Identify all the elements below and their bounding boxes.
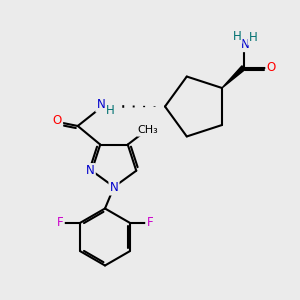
Text: N: N — [97, 98, 105, 112]
Text: H: H — [249, 31, 258, 44]
Polygon shape — [222, 66, 245, 88]
Text: H: H — [232, 30, 242, 43]
Text: N: N — [86, 164, 94, 177]
Text: F: F — [146, 216, 153, 229]
Text: CH₃: CH₃ — [137, 125, 158, 136]
Text: H: H — [106, 103, 115, 117]
Text: O: O — [53, 114, 62, 127]
Text: F: F — [57, 216, 64, 229]
Text: N: N — [110, 181, 118, 194]
Text: N: N — [241, 38, 250, 51]
Text: O: O — [267, 61, 276, 74]
